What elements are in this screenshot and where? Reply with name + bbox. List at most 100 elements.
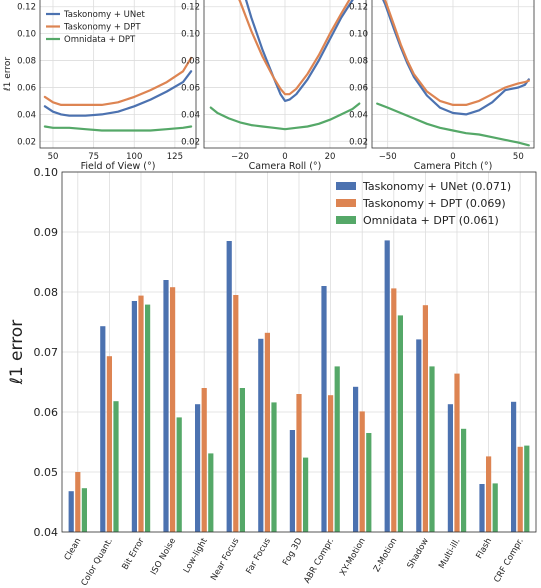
- bar-unet-4: [195, 404, 201, 532]
- bar-y-tick-label: 0.08: [34, 286, 59, 299]
- fov-x-axis-label: Field of View (°): [81, 161, 156, 172]
- pitch-x-tick-label: 0: [450, 152, 455, 162]
- bar-unet-0: [68, 491, 74, 532]
- pitch-frame: [371, 0, 535, 149]
- pitch-y-tick-label: 0.08: [349, 57, 368, 67]
- top-legend-label: Omnidata + DPT: [64, 35, 136, 45]
- pitch-y-tick-label: 0.04: [349, 110, 368, 120]
- bar-legend-swatch: [336, 216, 356, 224]
- bar-y-tick-label: 0.10: [34, 166, 59, 179]
- roll-x-axis-label: Camera Roll (°): [249, 161, 322, 172]
- bar-legend-label: Taskonomy + DPT (0.069): [362, 197, 506, 210]
- bar-omni-7: [303, 457, 309, 532]
- bar-omni-10: [397, 315, 403, 532]
- bar-category-label: Bit Error: [120, 536, 146, 572]
- pitch-y-tick-label: 0.12: [349, 3, 368, 13]
- bar-category-label: ISO Noise: [149, 537, 178, 577]
- bar-dpt-3: [170, 287, 176, 532]
- roll-panel: 0.02 0.04 0.06 0.08 0.10 0.12 −20 0 20 Camera R…: [181, 0, 367, 172]
- roll-frame: [203, 0, 367, 149]
- bar-dpt-4: [201, 388, 207, 532]
- fov-x-tick-label: 75: [88, 152, 99, 162]
- roll-y-tick-label: 0.10: [181, 30, 200, 40]
- bar-unet-7: [289, 430, 295, 532]
- bar-unet-14: [511, 401, 517, 532]
- bar-dpt-12: [454, 373, 460, 532]
- bar-dpt-0: [75, 472, 81, 532]
- bar-unet-5: [226, 241, 232, 532]
- roll-series-line-dpt: [238, 0, 351, 96]
- roll-y-tick-label: 0.12: [181, 3, 200, 13]
- bar-unet-11: [416, 339, 422, 532]
- pitch-y-tick-label: 0.02: [349, 137, 368, 147]
- bar-omni-3: [176, 417, 182, 532]
- bar-omni-1: [113, 401, 119, 532]
- corruption-bar-panel: 0.04 0.05 0.06 0.07 0.08 0.09 0.10 CleanColor …: [7, 166, 537, 588]
- bar-y-tick-label: 0.07: [34, 346, 59, 359]
- bar-dpt-11: [422, 305, 428, 532]
- fov-frame: [39, 0, 197, 149]
- bar-category-label: Z-Motion: [372, 537, 399, 575]
- bar-category-label: XY-Motion: [338, 537, 368, 578]
- bar-omni-14: [524, 445, 530, 532]
- fov-x-tick-label: 125: [167, 152, 183, 162]
- bar-marks-group: [68, 240, 530, 532]
- bar-category-label: Clean: [63, 537, 84, 563]
- bar-unet-10: [384, 240, 390, 532]
- top-legend-label: Taskonomy + DPT: [63, 23, 141, 33]
- bar-category-label: CRF Compr.: [492, 537, 525, 585]
- roll-x-tick-label: 20: [325, 152, 336, 162]
- top-legend-label: Taskonomy + UNet: [63, 10, 145, 20]
- bar-omni-13: [492, 483, 498, 532]
- bar-omni-5: [239, 388, 245, 532]
- bar-y-tick-label: 0.06: [34, 406, 59, 419]
- roll-y-ticks: 0.02 0.04 0.06 0.08 0.10 0.12: [181, 3, 200, 148]
- roll-x-ticks: −20 0 20: [231, 152, 335, 162]
- bar-dpt-1: [106, 356, 112, 532]
- bar-omni-9: [366, 433, 372, 532]
- bar-y-tick-label: 0.04: [34, 526, 59, 539]
- roll-series-line-omni: [209, 102, 361, 131]
- bar-unet-6: [258, 338, 264, 532]
- pitch-series-line-omni: [376, 102, 530, 147]
- bar-dpt-9: [359, 411, 365, 532]
- bar-category-label: Multi-ill.: [437, 537, 462, 571]
- bar-dpt-10: [391, 288, 397, 532]
- bar-legend-swatch: [336, 199, 356, 207]
- bar-unet-8: [321, 286, 327, 532]
- fov-plot-area: [40, 0, 196, 148]
- bar-category-label: Far Focus: [244, 536, 273, 576]
- bar-dpt-7: [296, 394, 302, 532]
- fov-y-ticks: 0.02 0.04 0.06 0.08 0.10 0.12: [17, 3, 36, 148]
- pitch-y-tick-label: 0.10: [349, 30, 368, 40]
- top-legend: Taskonomy + UNet Taskonomy + DPT Omnidata …: [46, 10, 145, 45]
- fov-y-tick-label: 0.06: [17, 83, 36, 93]
- bar-legend-swatch: [336, 182, 356, 190]
- pitch-x-ticks: −50 0 50: [379, 152, 524, 162]
- bar-dpt-6: [264, 332, 270, 532]
- bar-category-label: ABR Compr.: [302, 537, 336, 586]
- fov-y-tick-label: 0.04: [17, 110, 36, 120]
- bar-y-axis-label: ℓ1 error: [7, 320, 27, 385]
- fov-series-line-dpt: [43, 56, 193, 107]
- pitch-x-tick-label: 50: [513, 152, 524, 162]
- bar-legend-label: Taskonomy + UNet (0.071): [362, 180, 511, 193]
- roll-x-tick-label: −20: [231, 152, 249, 162]
- pitch-panel: 0.02 0.04 0.06 0.08 0.10 0.12 −50 0 50 Camera P…: [349, 0, 535, 172]
- bar-dpt-5: [233, 295, 239, 532]
- pitch-y-ticks: 0.02 0.04 0.06 0.08 0.10 0.12: [349, 3, 368, 148]
- roll-y-tick-label: 0.06: [181, 83, 200, 93]
- bar-dpt-2: [138, 295, 144, 532]
- pitch-series-group: [376, 0, 530, 147]
- bar-unet-1: [100, 326, 106, 532]
- bar-omni-8: [334, 366, 340, 532]
- bar-category-label: Color Quant.: [80, 537, 115, 588]
- bar-unet-9: [353, 386, 359, 532]
- fov-y-tick-label: 0.02: [17, 137, 36, 147]
- bar-dpt-14: [517, 446, 523, 532]
- roll-y-tick-label: 0.04: [181, 110, 200, 120]
- bar-legend-label: Omnidata + DPT (0.061): [363, 214, 499, 227]
- bar-y-tick-label: 0.05: [34, 466, 59, 479]
